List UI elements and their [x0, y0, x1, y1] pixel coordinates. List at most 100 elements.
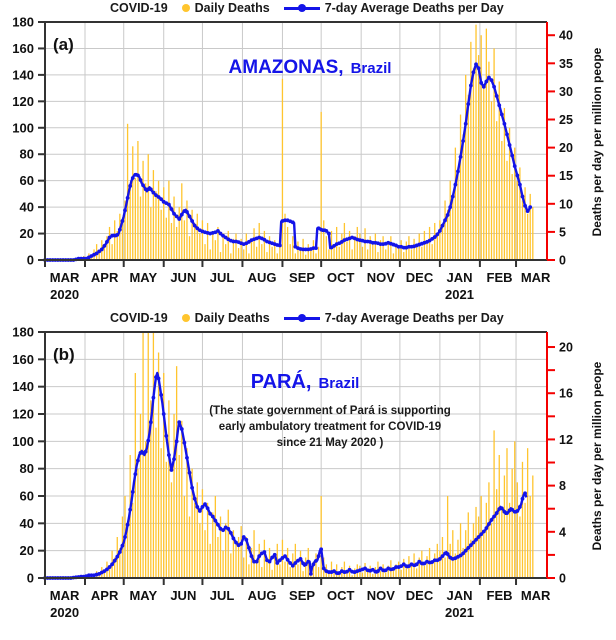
daily-deaths-bars: [80, 332, 534, 578]
svg-text:8: 8: [559, 479, 566, 493]
svg-text:0: 0: [27, 253, 34, 268]
svg-text:20: 20: [559, 141, 573, 155]
legend-prefix-text: COVID-19: [110, 1, 168, 15]
svg-text:180: 180: [12, 326, 34, 340]
avg-line-series: [43, 371, 528, 580]
amazonas-chart-plot: 0 20 40 60 80 100 120 140 160 180 0 5 10 15 20 25 30 35 40…: [12, 16, 604, 302]
legend-covid-label: COVID-19: [110, 1, 168, 15]
annotation-line-3: since 21 May 2020 ): [277, 437, 384, 449]
panel-label-b: (b): [53, 345, 75, 364]
axes: 0 20 40 60 80 100 120 140 160 180 0 5 10 15 20 25 30 35 40…: [12, 16, 573, 302]
svg-text:MAR: MAR: [521, 270, 551, 285]
svg-text:25: 25: [559, 113, 573, 127]
svg-text:20: 20: [20, 226, 34, 241]
legend-para: COVID-19 Daily Deaths 7-day Average Deat…: [0, 310, 616, 326]
gridlines: [45, 332, 547, 578]
right-axis-label-b: Deaths per day per million peope: [590, 361, 604, 550]
svg-text:JAN: JAN: [446, 270, 472, 285]
svg-text:NOV: NOV: [367, 588, 396, 603]
chart-layers: 0 20 40 60 80 100 120 140 160 180 0 5 10 15 20 25 30 35 40…: [12, 16, 573, 302]
svg-text:120: 120: [12, 94, 34, 109]
svg-text:20: 20: [559, 341, 573, 355]
svg-text:JUN: JUN: [170, 588, 196, 603]
svg-text:JAN: JAN: [446, 588, 472, 603]
avg-line-glyph-icon: [283, 313, 320, 323]
svg-text:OCT: OCT: [327, 588, 355, 603]
svg-text:2020: 2020: [50, 605, 79, 620]
svg-text:15: 15: [559, 169, 573, 183]
svg-text:5: 5: [559, 225, 566, 239]
svg-text:10: 10: [559, 197, 573, 211]
chart-section-para: COVID-19 Daily Deaths 7-day Average Deat…: [0, 310, 616, 640]
legend-avg-line-text: 7-day Average Deaths per Day: [324, 311, 504, 325]
svg-text:FEB: FEB: [487, 270, 513, 285]
svg-text:60: 60: [20, 173, 34, 188]
legend-avg-line-text: 7-day Average Deaths per Day: [324, 1, 504, 15]
svg-text:AUG: AUG: [248, 270, 277, 285]
svg-text:JUL: JUL: [210, 270, 235, 285]
svg-text:40: 40: [20, 516, 34, 531]
svg-text:30: 30: [559, 85, 573, 99]
svg-text:0: 0: [559, 254, 566, 268]
svg-text:DEC: DEC: [406, 270, 434, 285]
svg-text:APR: APR: [91, 588, 119, 603]
svg-text:140: 140: [12, 379, 34, 394]
avg-line-series: [43, 62, 533, 262]
svg-text:20: 20: [20, 543, 34, 558]
svg-text:160: 160: [12, 352, 34, 367]
daily-deaths-dot-icon: [181, 314, 190, 322]
svg-text:140: 140: [12, 67, 34, 82]
svg-text:4: 4: [559, 525, 566, 539]
legend-daily-deaths: Daily Deaths: [181, 1, 270, 15]
legend-daily-deaths: Daily Deaths: [181, 311, 270, 325]
svg-text:OCT: OCT: [327, 270, 355, 285]
annotation-line-1: (The state government of Pará is support…: [209, 405, 451, 417]
legend-prefix-text: COVID-19: [110, 311, 168, 325]
svg-text:60: 60: [20, 489, 34, 504]
chart-layers: 0 20 40 60 80 100 120 140 160 180 0 4 8 12 16 20 MAR APR M…: [12, 326, 573, 620]
svg-text:40: 40: [20, 200, 34, 215]
svg-text:SEP: SEP: [289, 588, 315, 603]
svg-text:100: 100: [12, 120, 34, 135]
svg-text:0: 0: [559, 572, 566, 586]
svg-text:APR: APR: [91, 270, 119, 285]
svg-text:16: 16: [559, 387, 573, 401]
daily-deaths-dot-icon: [181, 4, 190, 12]
svg-text:160: 160: [12, 41, 34, 56]
svg-text:80: 80: [20, 147, 34, 162]
panel-label-a: (a): [53, 35, 74, 54]
svg-text:12: 12: [559, 433, 573, 447]
para-chart-plot: 0 20 40 60 80 100 120 140 160 180 0 4 8 12 16 20 MAR APR M…: [12, 326, 604, 620]
svg-text:MAR: MAR: [50, 270, 80, 285]
svg-text:40: 40: [559, 29, 573, 43]
annotation-line-2: early ambulatory treatment for COVID-19: [219, 421, 441, 433]
svg-text:JUL: JUL: [210, 588, 235, 603]
svg-text:JUN: JUN: [170, 270, 196, 285]
legend-amazonas: COVID-19 Daily Deaths 7-day Average Deat…: [0, 0, 616, 16]
svg-text:120: 120: [12, 407, 34, 422]
right-axis-label-a: Deaths per day per million peope: [590, 47, 604, 236]
svg-text:FEB: FEB: [487, 588, 513, 603]
legend-avg-line: 7-day Average Deaths per Day: [283, 1, 504, 15]
svg-text:AUG: AUG: [248, 588, 277, 603]
axes: 0 20 40 60 80 100 120 140 160 180 0 4 8 12 16 20 MAR APR M…: [12, 326, 573, 620]
svg-text:MAR: MAR: [521, 588, 551, 603]
svg-text:180: 180: [12, 16, 34, 30]
svg-text:DEC: DEC: [406, 588, 434, 603]
legend-daily-deaths-text: Daily Deaths: [194, 1, 270, 15]
svg-text:2021: 2021: [445, 287, 474, 302]
svg-text:2021: 2021: [445, 605, 474, 620]
legend-covid-label: COVID-19: [110, 311, 168, 325]
svg-text:MAY: MAY: [129, 588, 157, 603]
svg-text:35: 35: [559, 57, 573, 71]
chart-section-amazonas: COVID-19 Daily Deaths 7-day Average Deat…: [0, 0, 616, 306]
legend-daily-deaths-text: Daily Deaths: [194, 311, 270, 325]
svg-text:MAR: MAR: [50, 588, 80, 603]
legend-avg-line: 7-day Average Deaths per Day: [283, 311, 504, 325]
svg-text:MAY: MAY: [129, 270, 157, 285]
svg-text:NOV: NOV: [367, 270, 396, 285]
avg-line-glyph-icon: [283, 3, 320, 13]
svg-text:0: 0: [27, 571, 34, 586]
chart-title-amazonas: AMAZONAS, Brazil: [229, 57, 392, 78]
